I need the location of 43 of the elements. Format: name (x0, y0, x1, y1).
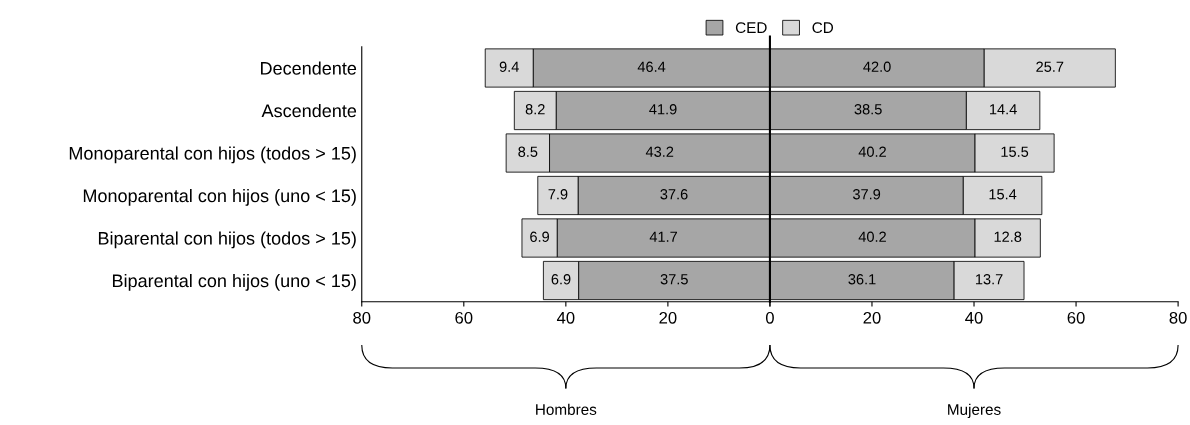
legend-label: CD (812, 22, 834, 34)
data-label: 12.8 (994, 231, 1022, 242)
data-label: 13.7 (975, 274, 1003, 285)
data-label: 36.1 (848, 274, 876, 285)
text: Mujeres (948, 403, 1001, 418)
y-tick-label: Monoparental con hijos (todos > 15) (69, 146, 356, 164)
x-tick-label: 80 (353, 311, 371, 324)
data-label: 8.2 (525, 104, 545, 115)
x-tick-label: 0 (765, 311, 774, 324)
data-label: 38.5 (854, 104, 882, 115)
y-tick-label: Monoparental con hijos (uno < 15) (83, 188, 356, 206)
y-tick-label: Decendente (261, 61, 357, 75)
x-tick-label: 20 (863, 311, 881, 324)
data-label: 25.7 (1036, 61, 1064, 72)
data-label: 37.9 (852, 189, 881, 200)
data-label: 8.5 (518, 146, 538, 157)
x-tick-label: 60 (1067, 311, 1085, 324)
data-label: 15.5 (1001, 146, 1029, 157)
data-label: 41.9 (649, 104, 677, 115)
x-tick-label: 80 (1169, 311, 1187, 324)
data-label: 37.5 (660, 274, 688, 285)
data-label: 40.2 (858, 146, 886, 157)
legend-label: CED (735, 22, 767, 34)
data-label: 37.6 (660, 189, 688, 200)
x-tick-label: 60 (455, 311, 473, 324)
data-label: 46.4 (637, 61, 666, 72)
y-tick-label: Biparental con hijos (todos > 15) (98, 231, 356, 249)
data-label: 41.7 (649, 231, 678, 242)
data-label: 42.0 (863, 61, 891, 72)
x-tick-label: 20 (659, 311, 677, 324)
data-label: 7.9 (548, 189, 568, 200)
y-tick-label: Ascendente (261, 103, 357, 118)
x-tick-label: 40 (965, 311, 983, 324)
data-label: 14.4 (990, 104, 1017, 115)
data-label: 15.4 (989, 189, 1017, 200)
text: Hombres (536, 403, 597, 415)
data-label: 43.2 (645, 146, 674, 157)
data-label: 6.9 (530, 231, 550, 242)
data-label: 40.2 (858, 231, 886, 242)
data-label: 9.4 (499, 61, 519, 72)
y-tick-label: Biparental con hijos (uno < 15) (112, 273, 356, 291)
x-tick-label: 40 (556, 311, 575, 324)
data-label: 6.9 (551, 274, 571, 285)
